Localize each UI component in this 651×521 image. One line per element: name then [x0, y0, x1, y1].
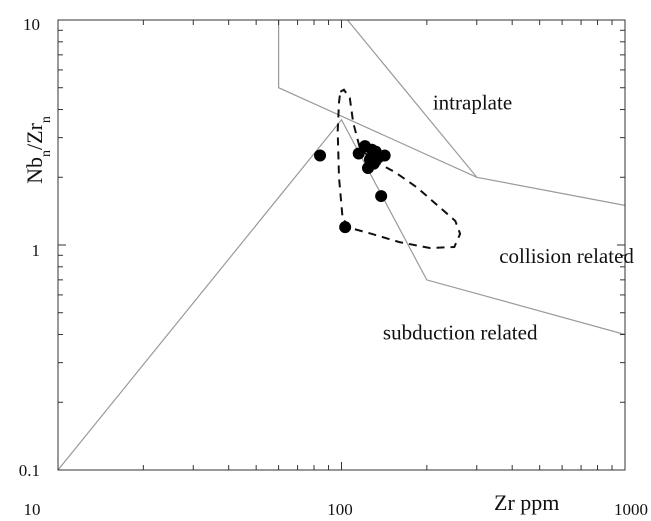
field-label: subduction related: [383, 321, 538, 345]
field-label: collision related: [499, 244, 634, 268]
data-point: [314, 149, 327, 162]
field-labels: intraplate collision related subduction re…: [383, 91, 634, 345]
dashed-envelope: [336, 88, 462, 250]
y-axis-label: Nbn/Zrn: [22, 116, 54, 184]
data-point: [375, 190, 388, 203]
y-tick-labels: 0.1 1 10: [19, 15, 40, 480]
x-axis-label: Zr ppm: [494, 490, 559, 515]
data-point: [378, 149, 391, 162]
data-points: [314, 140, 391, 234]
field-label: intraplate: [433, 91, 512, 115]
data-point: [339, 221, 352, 234]
x-tick-label: 100: [327, 500, 353, 519]
boundary-line-intraplate-upper: [347, 20, 478, 178]
y-tick-label: 0.1: [19, 461, 40, 480]
x-tick-label: 1000: [614, 500, 648, 519]
x-tick-label: 10: [24, 500, 41, 519]
x-tick-labels: 10 100 1000: [24, 500, 649, 519]
axis-ticks: [57, 20, 625, 471]
boundary-line-collision-intraplate: [278, 20, 625, 206]
boundary-line-subduction-collision: [58, 118, 625, 470]
y-tick-label: 1: [32, 241, 41, 260]
y-tick-label: 10: [23, 15, 40, 34]
